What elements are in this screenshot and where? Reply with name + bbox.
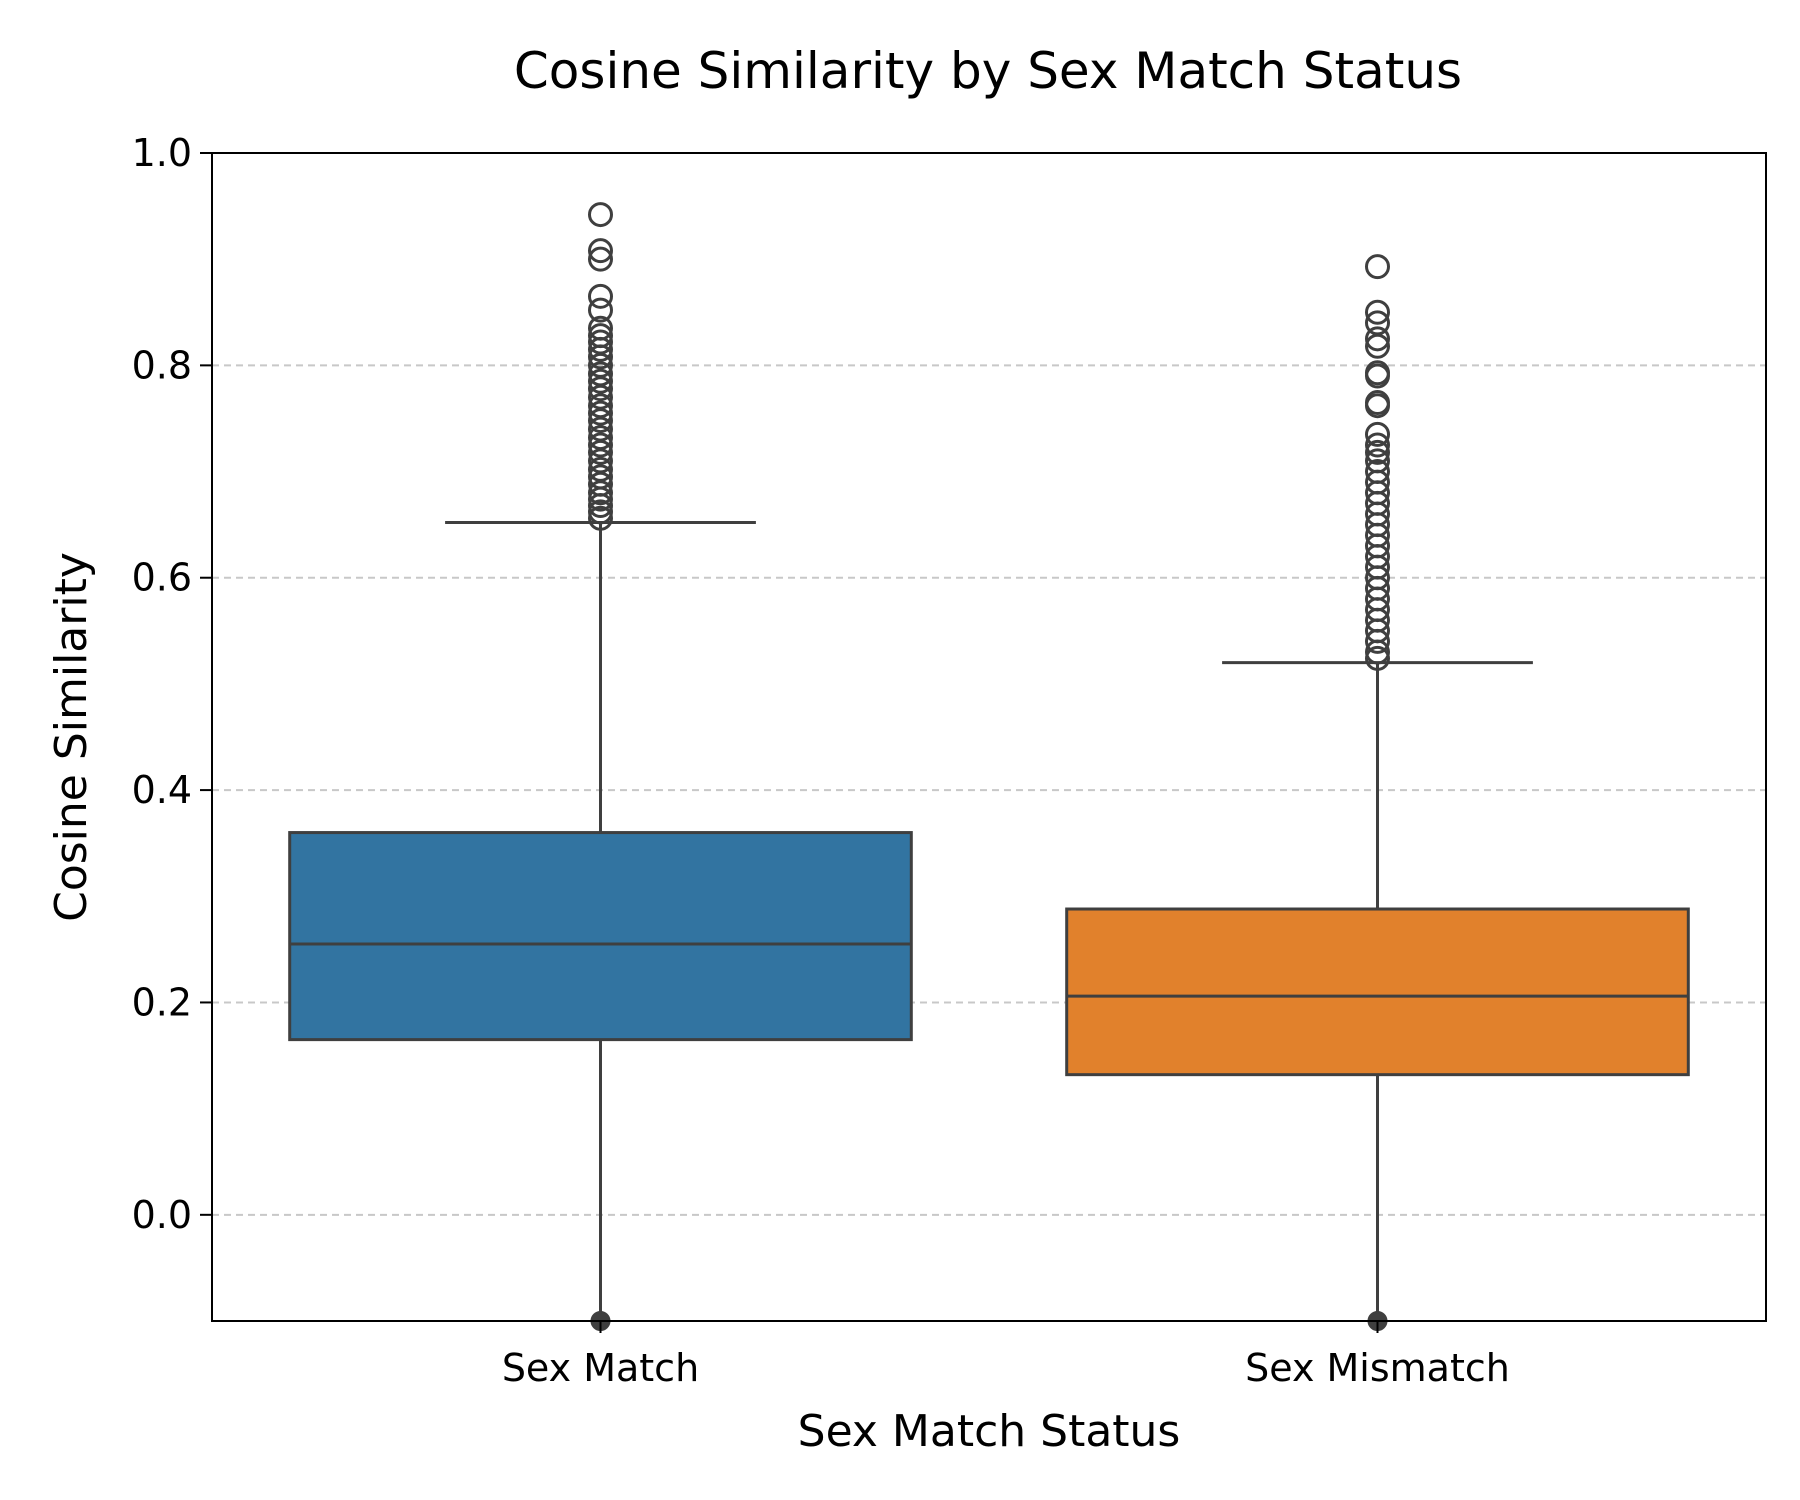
outlier-point — [588, 400, 613, 426]
y-tick-label: 1.0 — [132, 131, 192, 175]
outlier-point — [588, 439, 613, 465]
outlier-point — [1365, 628, 1390, 654]
outlier-point — [588, 297, 613, 323]
outlier-point — [588, 368, 613, 394]
outlier-point — [588, 505, 613, 531]
chart-title: Cosine Similarity by Sex Match Status — [514, 42, 1462, 100]
outlier-point — [1365, 326, 1390, 352]
box-iqr — [1065, 907, 1690, 1077]
outlier-point — [588, 499, 613, 525]
y-tick-label: 0.4 — [132, 768, 192, 812]
y-tick-label: 0.8 — [132, 343, 192, 387]
outlier-point — [1365, 299, 1390, 325]
box-group — [1065, 254, 1690, 1331]
outlier-point — [1365, 421, 1390, 447]
outlier-point — [588, 344, 613, 370]
box-group — [288, 202, 913, 1331]
x-category-label: Sex Match — [502, 1346, 699, 1390]
outlier-point — [588, 376, 613, 402]
boxes — [288, 202, 1690, 1331]
x-axis-label: Sex Match Status — [798, 1406, 1181, 1457]
outlier-point — [588, 246, 613, 272]
outlier-point — [588, 493, 613, 519]
x-axis-categories: Sex Match Sex Mismatch — [502, 1321, 1510, 1390]
gridlines — [212, 364, 1766, 1216]
outlier-point — [588, 283, 613, 309]
outlier-point — [1365, 333, 1390, 359]
y-tick-label: 0.0 — [132, 1193, 192, 1237]
outlier-point — [588, 486, 613, 512]
outlier-point — [1365, 432, 1390, 458]
outlier-point — [1365, 639, 1390, 665]
outlier-point — [1365, 393, 1390, 419]
outlier-point — [588, 336, 613, 362]
outlier-point — [588, 480, 613, 506]
box-iqr — [288, 831, 913, 1042]
outlier-point — [588, 202, 613, 228]
outlier-point — [588, 408, 613, 434]
y-tick-label: 0.2 — [132, 980, 192, 1024]
x-category-label: Sex Mismatch — [1245, 1346, 1510, 1390]
outlier-point — [1365, 254, 1390, 280]
outlier-point — [1365, 439, 1390, 465]
y-axis-ticks: 0.0 0.2 0.4 0.6 0.8 1.0 — [132, 131, 212, 1237]
outlier-point — [588, 238, 613, 264]
y-axis-label: Cosine Similarity — [46, 552, 97, 922]
outlier-point — [1365, 363, 1390, 389]
outlier-point — [1365, 645, 1390, 671]
outlier-point — [588, 432, 613, 458]
plot-frame — [211, 152, 1767, 1322]
y-tick-label: 0.6 — [132, 556, 192, 600]
